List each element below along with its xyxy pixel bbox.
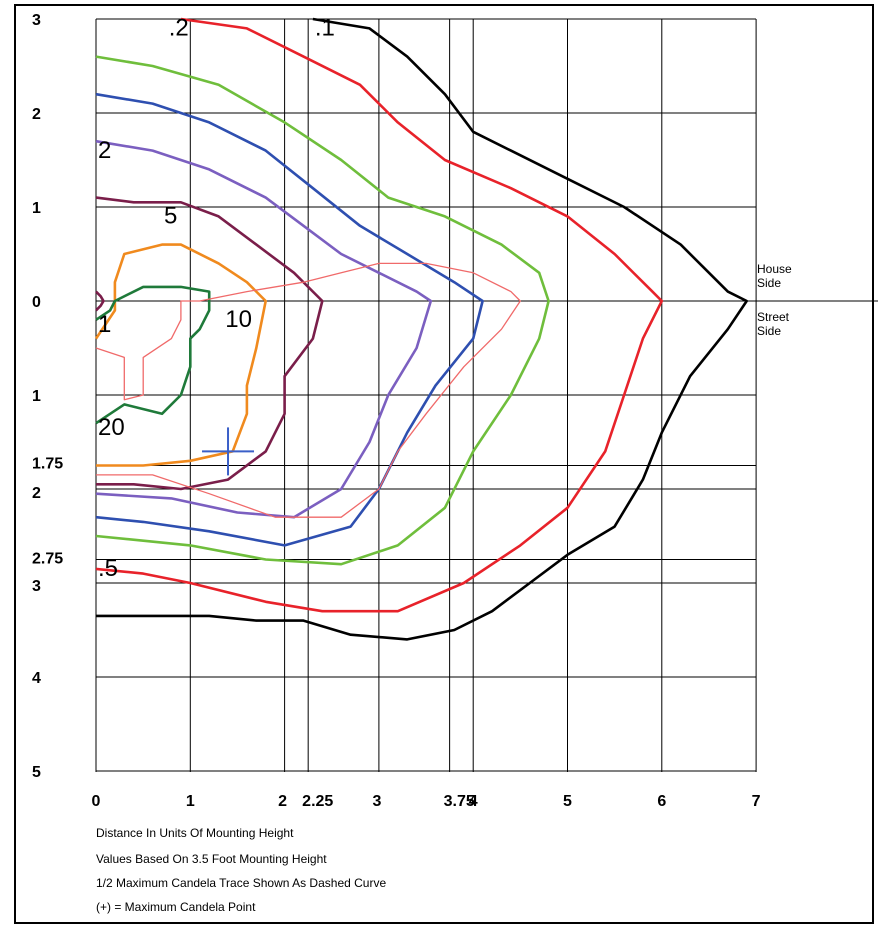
y-tick-label-6: 2	[32, 485, 41, 502]
x-tick-label-9: 7	[752, 793, 761, 810]
x-tick-label-7: 5	[563, 793, 572, 810]
x-tick-label-4: 3	[372, 793, 381, 810]
y-tick-label-2: 1	[32, 200, 41, 217]
note-mounting-height: Values Based On 3.5 Foot Mounting Height	[96, 852, 327, 866]
contour-label-7: .5	[98, 555, 118, 582]
y-tick-label-8: 3	[32, 578, 41, 595]
note-half-max-trace: 1/2 Maximum Candela Trace Shown As Dashe…	[96, 876, 387, 890]
y-tick-label-9: 4	[32, 670, 41, 687]
y-tick-label-10: 5	[32, 764, 41, 781]
contour-label-3: 5	[164, 203, 177, 230]
grid	[95, 18, 878, 772]
y-tick-label-4: 1	[32, 388, 41, 405]
street-side-label: Street Side	[757, 310, 790, 338]
x-tick-label-8: 6	[657, 793, 666, 810]
contour-label-4: 10	[225, 306, 252, 333]
house-side-label: House Side	[757, 262, 792, 290]
y-tick-label-3: 0	[32, 294, 41, 311]
contour-curve-1	[95, 17, 664, 613]
note-distance: Distance In Units Of Mounting Height	[96, 826, 294, 840]
tick-labels: 0 1 2 2.25 3 3.754 5 6 7321011.7522.75345.2.1251…	[32, 12, 761, 810]
contour-label-6: 20	[98, 414, 125, 441]
y-tick-label-0: 3	[32, 12, 41, 29]
contour-curve-2	[95, 55, 550, 566]
x-tick-label-6: 4	[469, 793, 478, 810]
x-tick-label-2: 2	[278, 793, 287, 810]
diagram-frame	[14, 4, 874, 924]
y-tick-label-5: 1.75	[32, 456, 63, 473]
note-max-candela: (+) = Maximum Candela Point	[96, 900, 256, 914]
contour-label-2: 2	[98, 137, 111, 164]
contour-curve-0	[96, 17, 748, 641]
contour-curve-3	[95, 92, 484, 547]
contour-curve-6	[94, 243, 267, 467]
contour-label-1: .1	[315, 15, 335, 42]
y-tick-label-7: 2.75	[32, 551, 63, 568]
contour-label-0: .2	[169, 15, 189, 42]
contour-curve-8	[95, 290, 105, 312]
contour-curve-7	[95, 285, 211, 425]
contour-label-5: 1	[98, 311, 111, 338]
x-tick-label-5: 3.75	[444, 793, 475, 810]
contour-curve-4	[95, 139, 433, 519]
contour-curve-9	[95, 262, 521, 518]
x-tick-label-3: 2.25	[302, 793, 333, 810]
y-tick-label-1: 2	[32, 106, 41, 123]
x-tick-label-1: 1	[186, 793, 195, 810]
contour-curve-5	[95, 196, 324, 491]
x-tick-label-0: 0	[92, 793, 101, 810]
contour-curves	[94, 17, 748, 641]
